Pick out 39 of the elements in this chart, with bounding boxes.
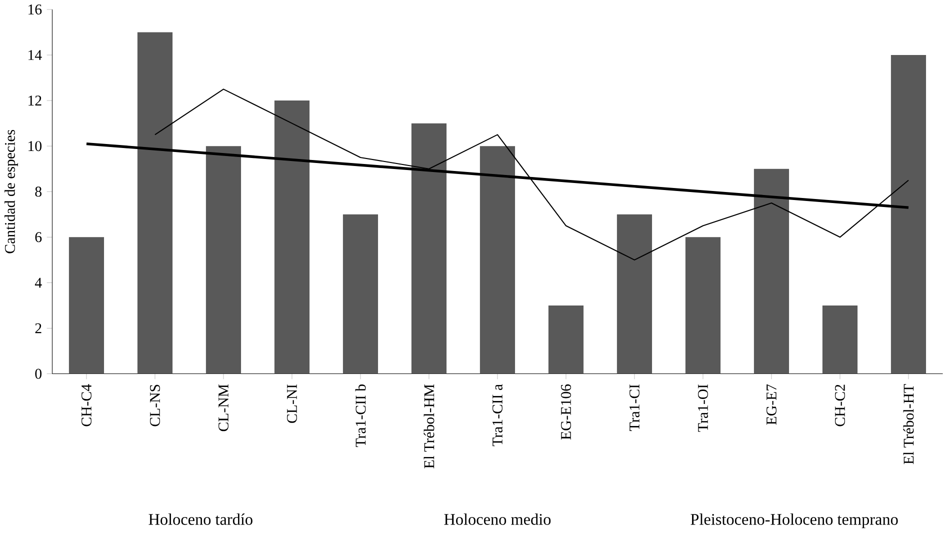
- text: Pleistoceno-Holoceno temprano: [690, 514, 898, 528]
- bar: [685, 237, 721, 374]
- y-axis-title: Cantidad de especies: [4, 130, 18, 254]
- x-tick-label: El Trébol-HT: [903, 384, 914, 464]
- x-tick-label: EG-E106: [560, 384, 571, 440]
- y-tick-label: 12: [28, 96, 42, 106]
- x-tick-label: Tra1-CII a: [492, 384, 502, 446]
- x-tick-label: Tra1-OI: [698, 384, 708, 432]
- x-tick-label: Tra1-CII b: [355, 384, 366, 448]
- y-tick-label: 2: [35, 324, 42, 334]
- x-tick-label: El Trébol-HM: [424, 384, 434, 468]
- bar: [411, 123, 447, 374]
- bar: [754, 169, 790, 374]
- y-tick-label: 10: [28, 141, 42, 152]
- bar: [890, 55, 926, 374]
- x-tick-label: CL-NS: [150, 385, 160, 426]
- bar: [206, 146, 242, 374]
- bar: [822, 306, 858, 374]
- y-tick-label: 16: [28, 4, 42, 15]
- bar: [68, 237, 104, 374]
- x-tick-label: EG-E7: [766, 384, 776, 425]
- bar: [274, 100, 310, 374]
- y-tick-label: 4: [34, 278, 42, 288]
- y-tick-label: 6: [35, 232, 42, 242]
- text: Holoceno tardío: [148, 514, 252, 526]
- bar: [137, 32, 173, 374]
- bar: [616, 214, 652, 374]
- bar: [480, 146, 516, 374]
- x-tick-label: CH-C2: [835, 384, 845, 426]
- x-tick-label: CH-C4: [82, 384, 92, 426]
- bar: [342, 214, 378, 374]
- text: Holoceno medio: [444, 514, 551, 526]
- y-tick-label: 0: [35, 368, 42, 379]
- bar: [548, 306, 584, 374]
- x-tick-label: Tra1-CI: [630, 384, 640, 432]
- y-tick-label: 14: [28, 50, 42, 60]
- x-tick-label: CL-NI: [287, 384, 297, 424]
- x-tick-label: CL-NM: [218, 384, 228, 432]
- y-tick-label: 8: [35, 186, 42, 197]
